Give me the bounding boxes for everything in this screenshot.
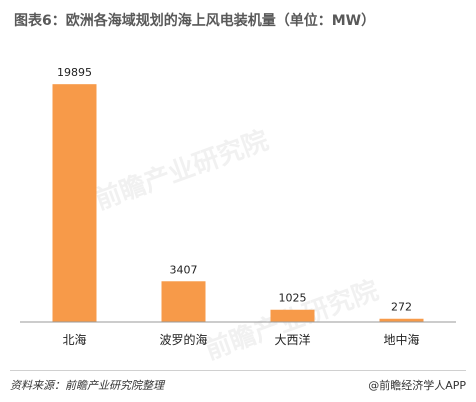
value-label-0: 19895 [57,66,92,79]
source-text: 资料来源：前瞻产业研究院整理 [10,379,164,392]
footer: 资料来源：前瞻产业研究院整理 @前瞻经济学人APP [10,377,466,395]
category-label-0: 北海 [62,332,86,347]
value-label-2: 1025 [279,292,307,305]
bar-chart: 19895 北海 3407 波罗的海 1025 大西洋 272 地中海 [20,66,456,347]
bar-2 [270,309,315,322]
bar-3 [379,318,424,322]
bar-0 [52,84,97,322]
category-label-1: 波罗的海 [159,332,207,347]
bar-1 [161,281,206,322]
category-label-3: 地中海 [383,332,419,347]
value-label-3: 272 [391,301,412,314]
value-label-1: 3407 [170,263,198,276]
brand-text: @前瞻经济学人APP [368,379,466,392]
category-label-2: 大西洋 [274,332,310,347]
chart-title: 图表6：欧洲各海域规划的海上风电装机量（单位：MW） [14,13,376,29]
footer-divider [10,370,466,371]
